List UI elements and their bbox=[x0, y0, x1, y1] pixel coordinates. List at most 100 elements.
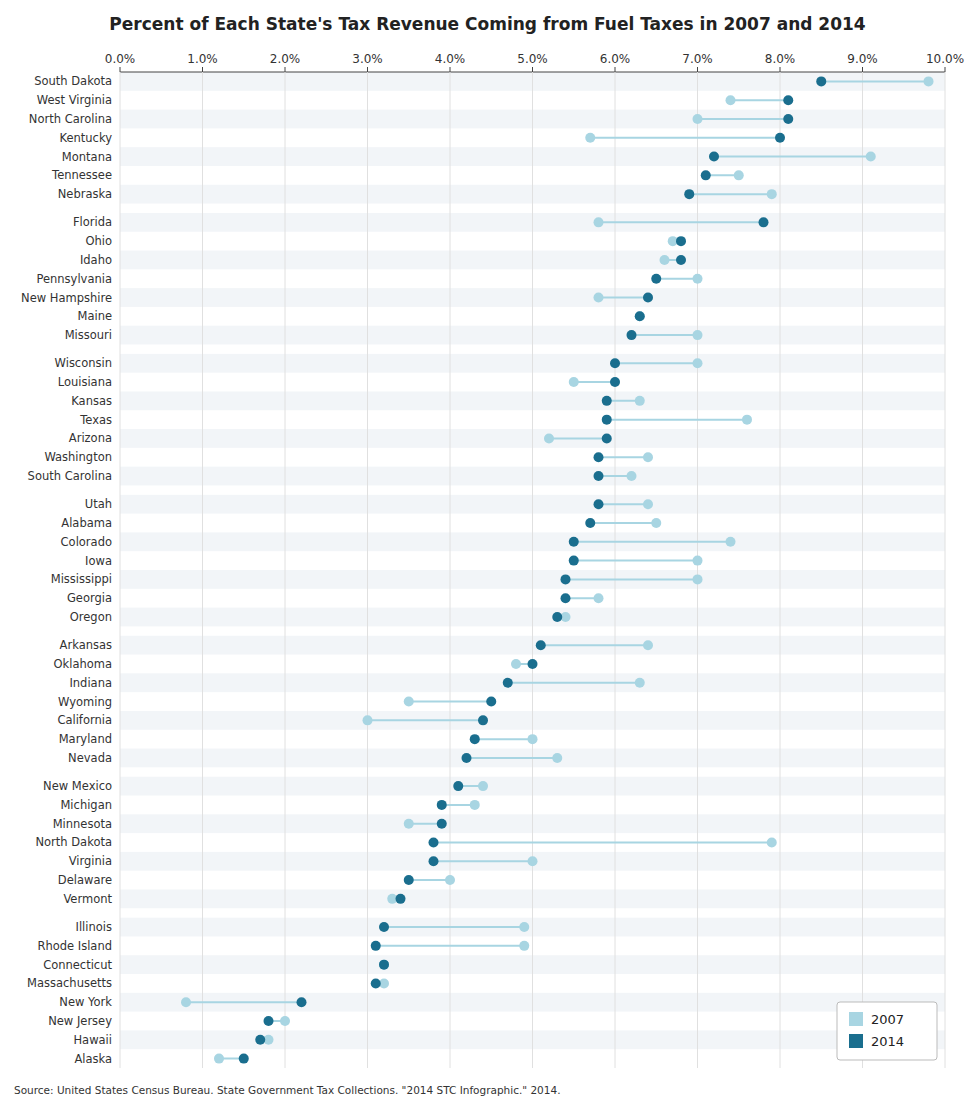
x-tick-label: 9.0% bbox=[847, 52, 878, 66]
dot bbox=[693, 556, 703, 566]
dot bbox=[396, 894, 406, 904]
dot bbox=[734, 170, 744, 180]
connector bbox=[590, 137, 780, 139]
dot bbox=[767, 189, 777, 199]
x-tick-label: 3.0% bbox=[352, 52, 383, 66]
dot bbox=[660, 255, 670, 265]
y-tick-label: Arizona bbox=[69, 431, 112, 445]
dot bbox=[511, 659, 521, 669]
grid-line bbox=[202, 72, 203, 1068]
grid-line bbox=[285, 72, 286, 1068]
y-tick-label: Maine bbox=[77, 309, 112, 323]
dot bbox=[552, 753, 562, 763]
x-tick bbox=[862, 67, 863, 72]
y-tick-label: Massachusetts bbox=[27, 976, 112, 990]
dot bbox=[371, 941, 381, 951]
y-tick-label: South Carolina bbox=[28, 469, 112, 483]
y-tick-label: California bbox=[57, 713, 112, 727]
connector bbox=[549, 437, 607, 439]
y-tick-label: Hawaii bbox=[73, 1033, 112, 1047]
dot bbox=[585, 518, 595, 528]
x-tick-label: 4.0% bbox=[435, 52, 466, 66]
connector bbox=[409, 879, 450, 881]
dot bbox=[924, 76, 934, 86]
x-tick bbox=[450, 67, 451, 72]
dot bbox=[503, 678, 513, 688]
dot bbox=[379, 960, 389, 970]
dot bbox=[404, 697, 414, 707]
dot bbox=[635, 678, 645, 688]
connector bbox=[731, 99, 789, 101]
dot bbox=[478, 715, 488, 725]
y-tick-label: Kentucky bbox=[59, 131, 112, 145]
y-tick-label: Utah bbox=[85, 497, 112, 511]
connector bbox=[599, 297, 649, 299]
legend-swatch bbox=[849, 1034, 863, 1048]
x-tick-label: 0.0% bbox=[105, 52, 136, 66]
y-tick-label: West Virginia bbox=[37, 93, 112, 107]
legend-label: 2007 bbox=[871, 1012, 904, 1027]
connector bbox=[714, 156, 871, 158]
dot bbox=[264, 1016, 274, 1026]
dot bbox=[478, 781, 488, 791]
x-tick-label: 10.0% bbox=[926, 52, 964, 66]
connector bbox=[376, 945, 525, 947]
y-tick-label: Maryland bbox=[59, 732, 112, 746]
y-tick-label: Michigan bbox=[60, 798, 112, 812]
dot bbox=[693, 358, 703, 368]
dot bbox=[379, 960, 389, 970]
y-tick-label: Ohio bbox=[85, 234, 112, 248]
dot bbox=[462, 753, 472, 763]
y-tick-label: New Mexico bbox=[43, 779, 112, 793]
x-tick bbox=[615, 67, 616, 72]
connector bbox=[698, 118, 789, 120]
dot bbox=[726, 537, 736, 547]
dot bbox=[759, 217, 769, 227]
x-axis: 0.0%1.0%2.0%3.0%4.0%5.0%6.0%7.0%8.0%9.0%… bbox=[105, 52, 964, 1068]
dot bbox=[404, 819, 414, 829]
dot bbox=[651, 518, 661, 528]
dot bbox=[561, 593, 571, 603]
y-tick-label: Florida bbox=[73, 215, 112, 229]
y-tick-label: Wyoming bbox=[58, 695, 112, 709]
dot bbox=[585, 133, 595, 143]
grid-line bbox=[120, 72, 121, 1068]
connector bbox=[434, 860, 533, 862]
dot bbox=[767, 837, 777, 847]
y-tick-label: Connecticut bbox=[43, 958, 112, 972]
dot bbox=[635, 396, 645, 406]
dot bbox=[561, 574, 571, 584]
dot bbox=[528, 734, 538, 744]
x-tick bbox=[945, 67, 946, 72]
dot bbox=[569, 556, 579, 566]
connector bbox=[632, 334, 698, 336]
y-tick-label: North Carolina bbox=[29, 112, 112, 126]
connector bbox=[541, 644, 648, 646]
grid-line bbox=[945, 72, 946, 1068]
connector bbox=[384, 926, 524, 928]
marks bbox=[181, 76, 934, 1063]
connector bbox=[599, 503, 649, 505]
dot bbox=[693, 330, 703, 340]
dot bbox=[486, 697, 496, 707]
dot bbox=[651, 274, 661, 284]
dot bbox=[437, 800, 447, 810]
dot bbox=[181, 997, 191, 1007]
dot bbox=[280, 1016, 290, 1026]
connector bbox=[615, 362, 698, 364]
x-tick-label: 1.0% bbox=[187, 52, 218, 66]
y-tick-label: New Jersey bbox=[48, 1014, 112, 1028]
y-tick-label: New Hampshire bbox=[21, 291, 112, 305]
dot bbox=[519, 941, 529, 951]
dot bbox=[643, 293, 653, 303]
dot bbox=[783, 114, 793, 124]
dot bbox=[528, 659, 538, 669]
dot bbox=[437, 819, 447, 829]
grid-line bbox=[367, 72, 368, 1068]
connector bbox=[508, 682, 640, 684]
dot bbox=[693, 574, 703, 584]
connector bbox=[368, 719, 484, 721]
dot bbox=[594, 499, 604, 509]
x-tick bbox=[120, 67, 121, 72]
dot bbox=[693, 114, 703, 124]
